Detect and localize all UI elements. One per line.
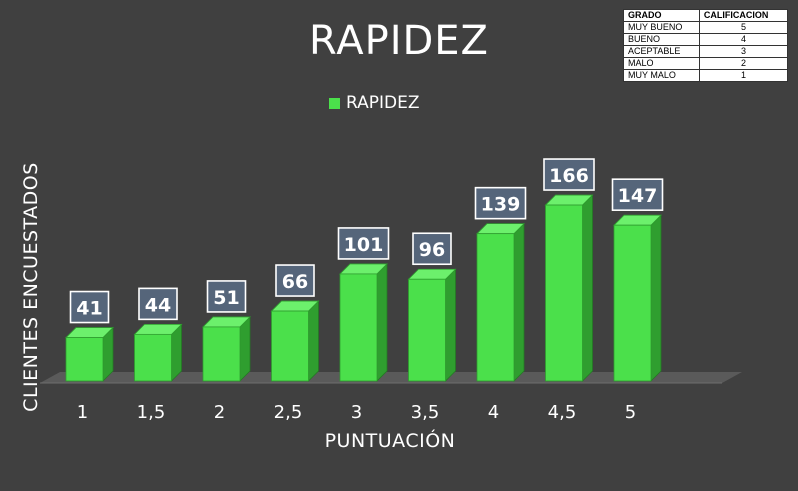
data-label-box: [275, 264, 315, 297]
bar: [202, 326, 241, 382]
data-label: 51: [213, 287, 239, 309]
bar-side: [239, 315, 251, 382]
data-label: 147: [618, 185, 658, 207]
grade-cell: ACEPTABLE: [623, 45, 700, 58]
grade-cell: MUY BUENO: [623, 21, 700, 34]
bar-group: 66: [270, 264, 320, 382]
x-tick-label: 4: [488, 402, 499, 423]
bars: 41 44 51 66 101 96 139 166 147: [65, 158, 664, 382]
bar: [476, 233, 515, 382]
score-cell: 4: [698, 33, 789, 46]
bar-group: 51: [202, 280, 251, 382]
data-label: 41: [76, 298, 102, 320]
score-cell: 5: [698, 21, 789, 34]
bar-side: [308, 300, 319, 382]
bar-group: 101: [337, 227, 390, 382]
x-tick-label: 2: [214, 402, 225, 423]
legend-label: RAPIDEZ: [346, 93, 420, 113]
bar-group: 166: [543, 158, 595, 382]
chart-title: RAPIDEZ: [309, 18, 489, 64]
score-cell: 3: [698, 45, 789, 58]
grade-table-header: CALIFICACION: [698, 9, 789, 22]
grade-cell: BUENO: [623, 33, 700, 46]
bar-group: 96: [407, 232, 457, 382]
grade-table-row: ACEPTABLE 3: [623, 45, 789, 58]
data-label-box: [611, 178, 664, 211]
data-label-box: [543, 158, 595, 191]
bar: [545, 204, 583, 382]
x-axis-label: PUNTUACIÓN: [324, 430, 456, 452]
data-label: 66: [282, 271, 308, 293]
x-tick-label: 1: [77, 402, 88, 423]
bar-side: [582, 194, 593, 382]
score-cell: 2: [698, 57, 789, 70]
bar: [134, 333, 172, 382]
bar-side: [650, 214, 662, 382]
data-label: 96: [419, 239, 445, 261]
grade-table-row: BUENO 4: [623, 33, 789, 46]
data-label-box: [206, 280, 247, 313]
bar: [271, 310, 309, 382]
grade-table-header: GRADO: [623, 9, 700, 22]
bar-group: 147: [611, 178, 664, 382]
legend-swatch: [329, 97, 340, 109]
x-tick-label: 4,5: [548, 402, 577, 423]
bar-group: 44: [133, 287, 183, 382]
x-tick-label: 1,5: [137, 402, 166, 423]
grade-table-row: MALO 2: [623, 57, 789, 70]
data-label-box: [337, 227, 390, 260]
data-label: 44: [145, 294, 171, 316]
x-tick-label: 3: [351, 402, 362, 423]
x-tick-label: 3,5: [411, 402, 440, 423]
bar-group: 41: [65, 290, 114, 382]
data-label-box: [474, 186, 527, 220]
grade-table-row: MUY MALO 1: [623, 69, 789, 82]
bar-side: [376, 262, 388, 382]
grade-table: GRADO CALIFICACION MUY BUENO 5 BUENO 4 A…: [623, 9, 789, 82]
bar-side: [513, 222, 525, 382]
grade-table-header-row: GRADO CALIFICACION: [623, 9, 789, 22]
data-label-box: [69, 290, 110, 324]
bar-side: [445, 268, 456, 382]
x-tick-labels: 1 1,5 2 2,5 3 3,5 4 4,5 5: [77, 402, 636, 423]
score-cell: 1: [698, 69, 789, 82]
grade-table-row: MUY BUENO 5: [623, 21, 789, 34]
legend: RAPIDEZ: [329, 93, 420, 113]
data-label-box: [412, 232, 452, 266]
bar: [339, 273, 378, 382]
data-label: 101: [344, 234, 384, 256]
grade-cell: MALO: [623, 57, 700, 70]
x-tick-label: 5: [625, 402, 636, 423]
bar-group: 139: [474, 186, 527, 382]
data-label-box: [138, 287, 178, 321]
data-label: 139: [481, 194, 521, 216]
bar: [613, 224, 652, 382]
data-label: 166: [549, 165, 589, 187]
bar: [65, 337, 104, 382]
x-tick-label: 2,5: [274, 402, 303, 423]
bar: [408, 278, 446, 382]
grade-cell: MUY MALO: [623, 69, 700, 82]
